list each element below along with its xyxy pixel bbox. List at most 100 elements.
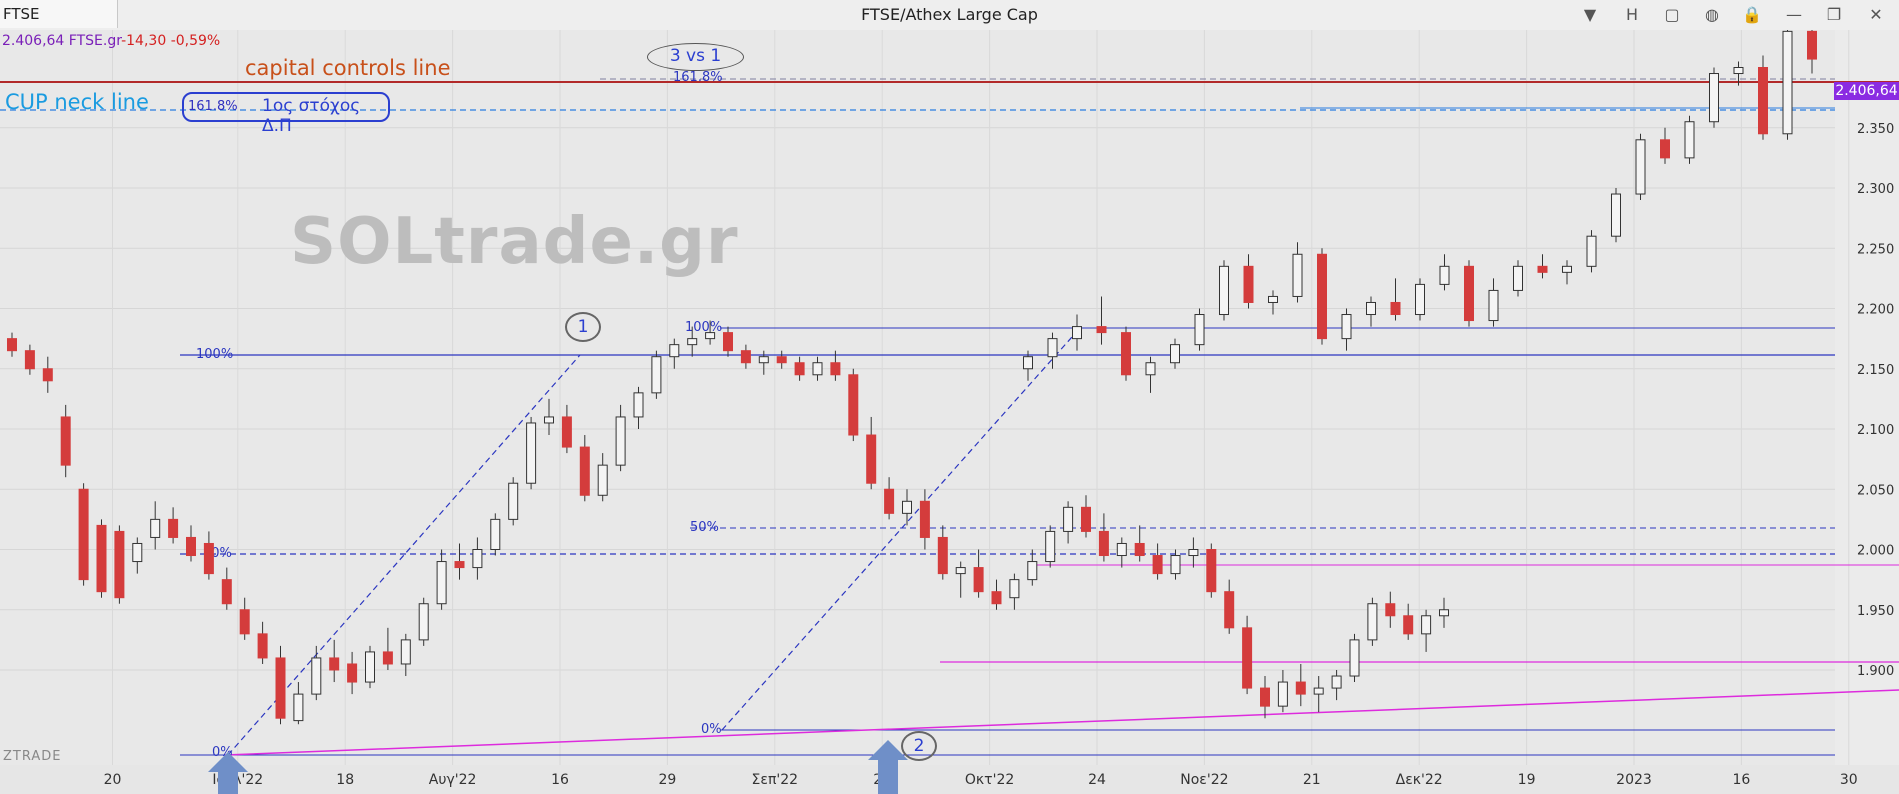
time-axis [0, 765, 1899, 794]
lock-icon[interactable]: 🔒 [1742, 5, 1762, 24]
x-tick-label: 16 [1732, 772, 1750, 788]
arrow-up-icon [208, 752, 248, 772]
x-tick-label: Αυγ'22 [429, 772, 477, 788]
candle-body [186, 536, 196, 557]
price-chart[interactable]: 1.900 1.950 2.000 2.050 2.100 2.150 2.200 2.250… [0, 30, 1899, 794]
candle-body [114, 530, 125, 599]
candle-body [615, 416, 626, 466]
minimize-icon[interactable]: — [1786, 5, 1802, 24]
chat-icon[interactable]: ◍ [1705, 5, 1719, 24]
candle-body [418, 603, 429, 641]
candle-body [633, 392, 644, 418]
fib-label-100: 100% [196, 347, 233, 362]
period-button[interactable]: H [1625, 5, 1639, 24]
candle-body [1098, 530, 1109, 557]
fib-label-0b: 0% [701, 722, 722, 737]
candle-body [1513, 265, 1523, 291]
candle-body [257, 633, 268, 659]
candle-body [400, 639, 411, 665]
target-pct: 161.8% [188, 99, 238, 114]
candle-body [758, 356, 769, 364]
candle-body [24, 350, 35, 370]
x-tick-label: 2023 [1616, 772, 1652, 788]
candle-body [1684, 121, 1695, 159]
candle-body [1807, 30, 1817, 60]
candle-body [454, 561, 465, 569]
x-tick-label: Δεκ'22 [1396, 772, 1443, 788]
fib-extension-ab [227, 354, 581, 756]
candle-body [508, 482, 519, 520]
y-tick-label: 2.250 [1857, 242, 1894, 257]
x-tick-label: 21 [1303, 772, 1321, 788]
candle-body [705, 332, 716, 340]
candle-body [776, 356, 787, 364]
candle-body [1194, 314, 1205, 346]
candle-body [203, 542, 214, 575]
candle-body [42, 368, 53, 382]
candle-body [1733, 67, 1744, 75]
symbol-input[interactable]: FTSE [0, 0, 118, 28]
watermark: SOLtrade.gr [290, 205, 739, 279]
arrow-up-icon [868, 740, 908, 760]
x-tick-label: 20 [104, 772, 122, 788]
candle-body [1611, 193, 1621, 237]
wave-1-label: 1 [565, 312, 601, 342]
candle-body [1331, 675, 1342, 689]
candle-body [221, 579, 232, 605]
candle-body [544, 416, 554, 424]
candle-body [1586, 235, 1597, 267]
candle-body [669, 344, 680, 358]
y-tick-label: 2.100 [1857, 423, 1894, 438]
candle-body [973, 567, 984, 593]
candle-body [1660, 139, 1670, 159]
candle-body [1415, 283, 1425, 316]
vendor-label: ZTRADE [3, 749, 62, 764]
candle-body [1170, 555, 1181, 575]
quote-change: -14,30 [121, 33, 167, 49]
candle-body [812, 362, 823, 376]
x-tick-label: Σεπ'22 [752, 772, 799, 788]
window-icon[interactable]: ▢ [1664, 5, 1680, 24]
candle-body [848, 374, 859, 436]
candle-body [723, 332, 733, 352]
quote-price: 2.406,64 [2, 33, 65, 49]
candle-body [866, 434, 877, 484]
candle-body [1063, 506, 1074, 532]
candle-body [293, 693, 304, 722]
x-tick-label: Οκτ'22 [965, 772, 1014, 788]
candle-body [794, 362, 805, 376]
candle-body [1635, 139, 1646, 195]
candle-body [1219, 265, 1229, 316]
candle-body [1537, 265, 1548, 273]
restore-icon[interactable]: ❐ [1826, 5, 1842, 24]
candle-body [1562, 265, 1572, 273]
candle-body [1152, 555, 1163, 575]
chevron-down-icon[interactable]: ▼ [1583, 5, 1597, 24]
title-bar: FTSE FTSE/Athex Large Cap ▼ H ▢ ◍ 🔒 — ❐ … [0, 0, 1899, 31]
y-tick-label: 2.350 [1857, 122, 1894, 137]
close-icon[interactable]: ✕ [1869, 5, 1883, 24]
quote-line: 2.406,64 FTSE.gr-14,30 -0,59% [2, 33, 220, 49]
candle-body [1023, 356, 1033, 370]
candle-body [1260, 687, 1270, 707]
candle-body [1782, 30, 1793, 135]
candle-body [1709, 73, 1719, 123]
candle-body [955, 567, 966, 575]
cup-neck-label: CUP neck line [5, 90, 149, 114]
candle-body [1116, 542, 1127, 557]
arrow-stem [878, 760, 898, 794]
candle-body [1403, 615, 1414, 635]
candle-body [1072, 326, 1082, 340]
candle-body [382, 651, 393, 665]
candle-body [1045, 530, 1056, 563]
candle-body [1439, 609, 1449, 617]
last-price-tag: 2.406,64 [1834, 82, 1899, 100]
candle-body [1081, 506, 1091, 532]
candle-body [1366, 301, 1376, 316]
candle-body [1421, 615, 1432, 635]
candle-body [472, 549, 483, 569]
y-tick-label: 2.050 [1857, 483, 1894, 498]
candle-body [275, 657, 286, 719]
candle-body [1047, 338, 1058, 358]
candle-body [1145, 362, 1156, 376]
